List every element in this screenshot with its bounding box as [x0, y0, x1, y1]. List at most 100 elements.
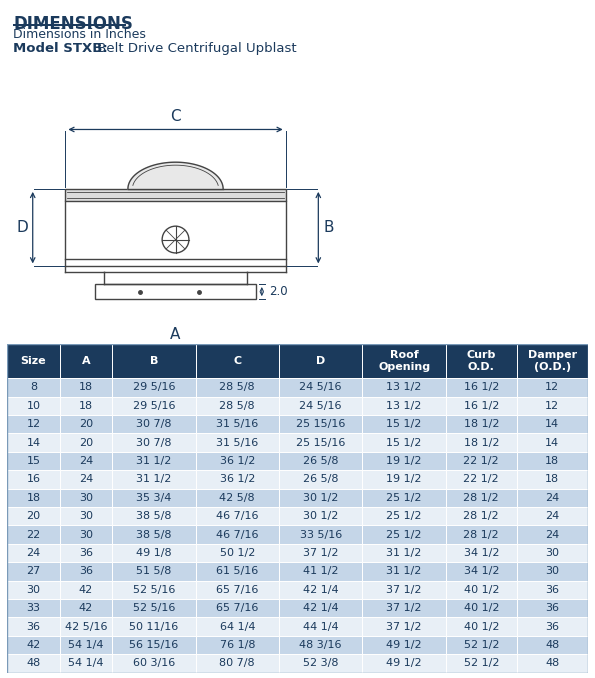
Text: Belt Drive Centrifugal Upblast: Belt Drive Centrifugal Upblast	[93, 42, 297, 55]
Bar	[446, 636, 517, 654]
Text: D: D	[316, 356, 325, 366]
Bar	[196, 562, 279, 580]
Text: 52 3/8: 52 3/8	[303, 658, 339, 669]
Text: 22 1/2: 22 1/2	[464, 456, 499, 466]
Text: 29 5/16: 29 5/16	[133, 401, 175, 411]
Bar	[60, 525, 112, 544]
Bar	[7, 507, 60, 525]
Bar	[112, 599, 196, 618]
Text: 28 1/2: 28 1/2	[464, 530, 499, 540]
Text: 64 1/4: 64 1/4	[220, 622, 255, 632]
Text: 36: 36	[546, 622, 559, 632]
Bar	[196, 397, 279, 415]
Text: 31 1/2: 31 1/2	[386, 566, 422, 576]
Bar	[196, 599, 279, 618]
Bar	[196, 471, 279, 489]
Bar	[7, 433, 60, 452]
Text: 30: 30	[79, 530, 93, 540]
Bar	[362, 636, 446, 654]
Text: 42: 42	[79, 603, 93, 613]
Text: 24 5/16: 24 5/16	[299, 382, 342, 393]
Text: 18: 18	[545, 475, 559, 485]
Bar	[112, 433, 196, 452]
Bar	[279, 636, 362, 654]
Bar	[279, 562, 362, 580]
Text: 40 1/2: 40 1/2	[464, 622, 499, 632]
Bar	[517, 562, 588, 580]
Bar	[7, 415, 60, 433]
Text: 16 1/2: 16 1/2	[464, 401, 499, 411]
Bar	[60, 599, 112, 618]
Text: 28 1/2: 28 1/2	[464, 511, 499, 521]
Bar	[279, 397, 362, 415]
Bar	[279, 599, 362, 618]
Text: 65 7/16: 65 7/16	[216, 585, 258, 595]
Bar	[362, 397, 446, 415]
Bar	[7, 489, 60, 507]
Text: C: C	[233, 356, 242, 366]
Text: 30 1/2: 30 1/2	[303, 511, 339, 521]
Bar	[112, 580, 196, 599]
Text: 26 5/8: 26 5/8	[303, 475, 339, 485]
Text: DIMENSIONS: DIMENSIONS	[13, 15, 133, 33]
Text: 24: 24	[545, 511, 559, 521]
Bar	[362, 654, 446, 673]
Text: 12: 12	[26, 419, 40, 429]
Text: 80 7/8: 80 7/8	[220, 658, 255, 669]
Bar	[279, 471, 362, 489]
Text: 16: 16	[26, 475, 40, 485]
Text: 41 1/2: 41 1/2	[303, 566, 339, 576]
Text: 37 1/2: 37 1/2	[386, 603, 422, 613]
Text: 28 5/8: 28 5/8	[220, 382, 255, 393]
Bar	[112, 562, 196, 580]
Text: 33 5/16: 33 5/16	[299, 530, 342, 540]
Bar	[362, 507, 446, 525]
Bar	[517, 507, 588, 525]
Text: 24: 24	[79, 456, 93, 466]
Text: 30 7/8: 30 7/8	[136, 438, 171, 447]
Bar	[446, 397, 517, 415]
Bar	[517, 433, 588, 452]
Text: 19 1/2: 19 1/2	[386, 456, 422, 466]
Text: 15 1/2: 15 1/2	[386, 419, 422, 429]
Bar	[60, 562, 112, 580]
Text: 35 3/4: 35 3/4	[136, 493, 171, 503]
Bar	[7, 654, 60, 673]
Text: 56 15/16: 56 15/16	[129, 640, 178, 650]
Text: 49 1/2: 49 1/2	[386, 640, 422, 650]
Text: 42 1/4: 42 1/4	[303, 585, 339, 595]
Bar	[517, 599, 588, 618]
Bar	[517, 580, 588, 599]
Text: 18 1/2: 18 1/2	[464, 419, 499, 429]
Bar	[112, 415, 196, 433]
Text: 14: 14	[545, 438, 559, 447]
Bar	[112, 525, 196, 544]
Bar	[517, 452, 588, 471]
Bar	[7, 636, 60, 654]
Bar	[196, 489, 279, 507]
Bar	[196, 452, 279, 471]
Bar	[362, 544, 446, 562]
Bar	[7, 525, 60, 544]
Text: 48: 48	[545, 658, 559, 669]
Text: A: A	[82, 356, 90, 366]
Bar	[7, 562, 60, 580]
Text: 52 5/16: 52 5/16	[133, 585, 175, 595]
Text: 34 1/2: 34 1/2	[464, 566, 499, 576]
Bar	[446, 433, 517, 452]
Bar	[362, 580, 446, 599]
Bar	[362, 433, 446, 452]
Bar	[362, 599, 446, 618]
Bar	[112, 544, 196, 562]
Text: 38 5/8: 38 5/8	[136, 511, 171, 521]
Text: 19 1/2: 19 1/2	[386, 475, 422, 485]
Text: 12: 12	[545, 401, 559, 411]
Bar	[279, 452, 362, 471]
Bar	[60, 344, 112, 378]
Bar	[7, 471, 60, 489]
Text: 10: 10	[26, 401, 40, 411]
Text: 48 3/16: 48 3/16	[299, 640, 342, 650]
Bar	[279, 415, 362, 433]
Bar	[7, 452, 60, 471]
Text: C: C	[170, 108, 181, 123]
